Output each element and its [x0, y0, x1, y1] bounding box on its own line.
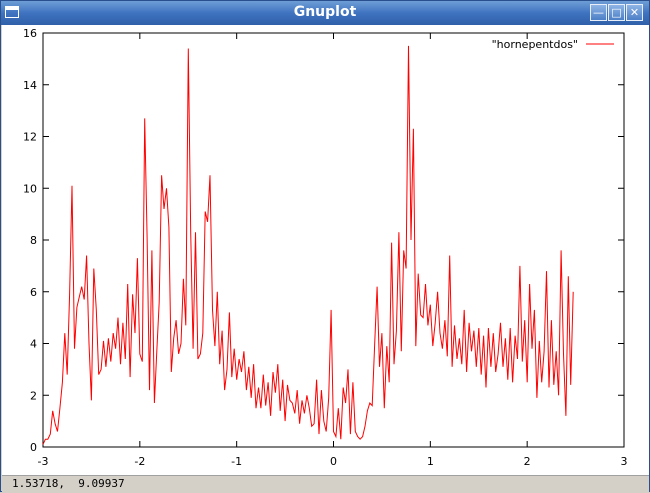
- y-tick-label: 12: [23, 131, 37, 144]
- x-tick-label: 2: [524, 455, 531, 468]
- x-tick-label: 1: [427, 455, 434, 468]
- maximize-icon: □: [611, 6, 622, 19]
- close-button[interactable]: ✕: [626, 4, 643, 21]
- y-tick-label: 0: [30, 441, 37, 454]
- y-tick-label: 4: [30, 338, 37, 351]
- y-tick-label: 10: [23, 182, 37, 195]
- minimize-icon: —: [593, 6, 604, 19]
- series-line: [42, 45, 574, 445]
- x-tick-label: -3: [38, 455, 49, 468]
- x-tick-label: -1: [231, 455, 242, 468]
- title-bar[interactable]: Gnuplot — □ ✕: [1, 1, 649, 25]
- minimize-button[interactable]: —: [590, 4, 607, 21]
- x-tick-label: 3: [621, 455, 628, 468]
- window-title: Gnuplot: [293, 4, 357, 20]
- plot-canvas[interactable]: -3 -2 -1 0 1 2 3 0 2 4 6 8 10 12 14 16 "hornepentdos": [2, 25, 649, 475]
- window-menu-icon[interactable]: [5, 6, 19, 18]
- close-icon: ✕: [629, 6, 640, 19]
- legend-label: "hornepentdos": [492, 38, 578, 51]
- y-tick-label: 6: [30, 286, 37, 299]
- maximize-button[interactable]: □: [608, 4, 625, 21]
- y-tick-label: 14: [23, 79, 37, 92]
- y-tick-label: 2: [30, 389, 37, 402]
- series-group: [42, 45, 574, 445]
- tick-marks: [42, 32, 625, 448]
- x-tick-label: -2: [134, 455, 145, 468]
- legend: "hornepentdos": [492, 38, 614, 51]
- x-tick-label: 0: [330, 455, 337, 468]
- mouse-coordinates: 1.53718, 9.09937: [12, 477, 125, 490]
- y-tick-label: 16: [23, 27, 37, 40]
- y-tick-label: 8: [30, 234, 37, 247]
- status-bar: 1.53718, 9.09937: [2, 475, 649, 493]
